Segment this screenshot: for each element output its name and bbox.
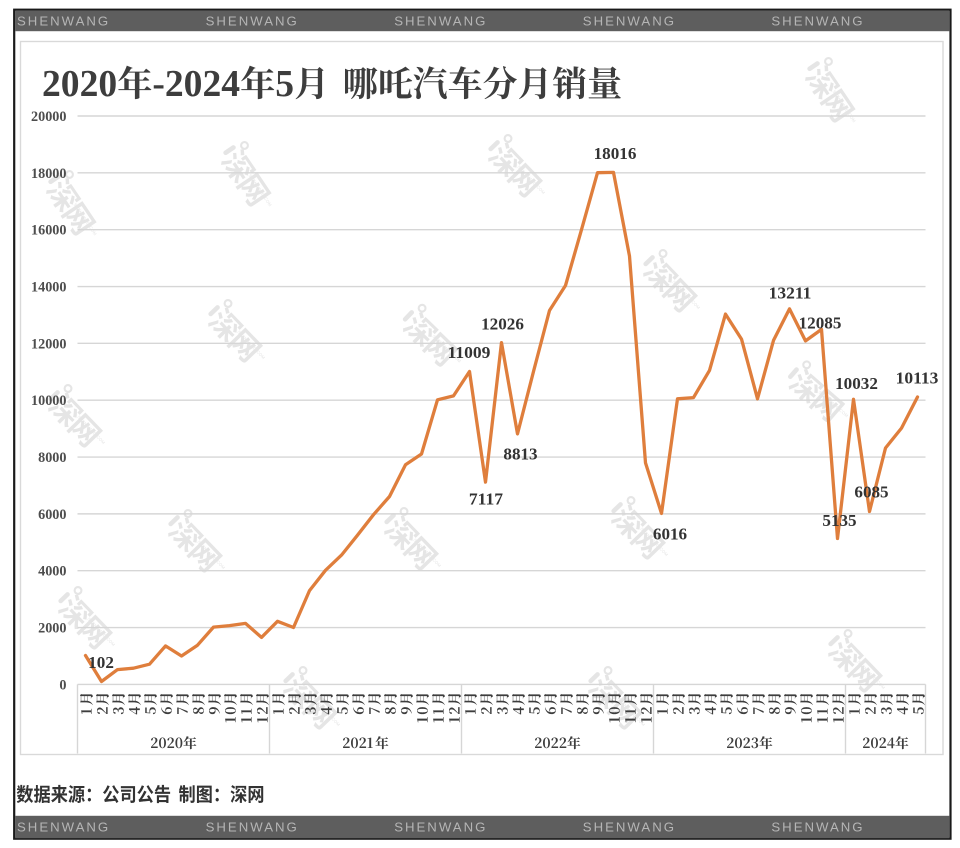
svg-text:5135: 5135 [822, 511, 856, 530]
svg-text:SHENWANG: SHENWANG [206, 820, 299, 835]
svg-text:13211: 13211 [769, 284, 812, 303]
svg-text:18016: 18016 [594, 144, 637, 163]
svg-text:6000: 6000 [38, 507, 66, 523]
svg-text:10113: 10113 [896, 369, 939, 388]
svg-text:14000: 14000 [31, 280, 67, 296]
svg-text:SHENWANG: SHENWANG [206, 14, 299, 29]
svg-text:2020: 2020 [42, 64, 117, 105]
svg-text:2000: 2000 [38, 621, 66, 637]
svg-text:102: 102 [88, 653, 114, 672]
svg-text:SHENWANG: SHENWANG [17, 820, 110, 835]
svg-text:SHENWANG: SHENWANG [583, 820, 676, 835]
svg-text:12026: 12026 [481, 315, 524, 334]
svg-text:20000: 20000 [31, 109, 67, 125]
svg-text:4000: 4000 [38, 564, 66, 580]
svg-text:0: 0 [59, 677, 66, 693]
svg-text:SHENWANG: SHENWANG [394, 820, 487, 835]
svg-text:16000: 16000 [31, 223, 67, 239]
svg-text:2024: 2024 [165, 64, 240, 105]
svg-text:SHENWANG: SHENWANG [583, 14, 676, 29]
svg-text:8813: 8813 [503, 445, 537, 464]
svg-text:SHENWANG: SHENWANG [17, 14, 110, 29]
svg-text:6016: 6016 [653, 525, 687, 544]
svg-text:10032: 10032 [835, 374, 878, 393]
svg-text:SHENWANG: SHENWANG [394, 14, 487, 29]
svg-text:7117: 7117 [469, 490, 503, 509]
svg-text:10000: 10000 [31, 393, 67, 409]
svg-text:SHENWANG: SHENWANG [771, 14, 864, 29]
svg-text:12085: 12085 [799, 314, 842, 333]
svg-text:12000: 12000 [31, 336, 67, 352]
svg-text:SHENWANG: SHENWANG [771, 820, 864, 835]
svg-text:11009: 11009 [448, 343, 491, 362]
svg-text:8000: 8000 [38, 450, 66, 466]
svg-text:18000: 18000 [31, 166, 67, 182]
svg-text:5: 5 [275, 64, 294, 105]
svg-text:-: - [152, 64, 165, 105]
svg-text:6085: 6085 [854, 483, 888, 502]
